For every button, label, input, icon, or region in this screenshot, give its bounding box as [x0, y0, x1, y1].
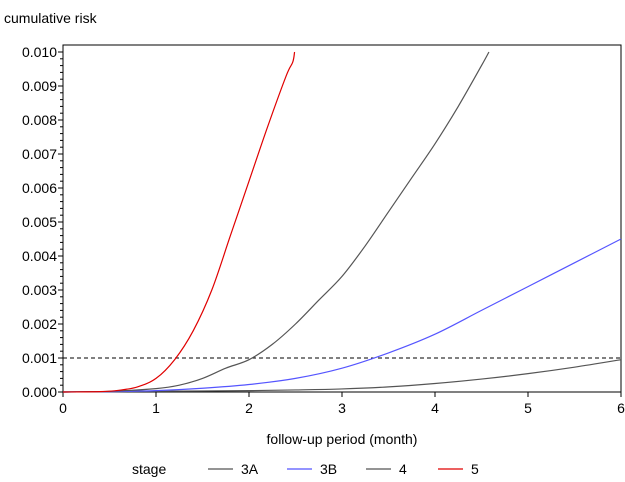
- y-axis-title: cumulative risk: [4, 10, 98, 26]
- x-tick-label: 4: [431, 400, 439, 416]
- legend-label-3A: 3A: [241, 461, 259, 477]
- y-tick-label: 0.009: [22, 78, 57, 94]
- plot-area: [62, 51, 622, 393]
- legend-title: stage: [132, 461, 166, 477]
- x-tick-label: 1: [152, 400, 160, 416]
- x-tick-label: 3: [338, 400, 346, 416]
- y-tick-label: 0.006: [22, 180, 57, 196]
- x-axis: 0 1 2 3 4 5 6: [59, 392, 625, 416]
- y-tick-label: 0.008: [22, 112, 57, 128]
- y-axis: 0.000 0.001 0.002 0.003 0.004 0.005 0.006 0.007…: [22, 44, 63, 400]
- x-tick-label: 6: [617, 400, 625, 416]
- y-tick-label: 0.002: [22, 316, 57, 332]
- y-tick-label: 0.001: [22, 350, 57, 366]
- legend-label-5: 5: [471, 461, 479, 477]
- series-line-5: [62, 51, 296, 393]
- y-tick-label: 0.000: [22, 384, 57, 400]
- y-tick-label: 0.007: [22, 146, 57, 162]
- x-axis-title: follow-up period (month): [267, 431, 418, 447]
- legend-label-3B: 3B: [320, 461, 337, 477]
- x-tick-label: 2: [245, 400, 253, 416]
- y-tick-label: 0.003: [22, 282, 57, 298]
- y-tick-label: 0.005: [22, 214, 57, 230]
- plot-frame: [62, 44, 622, 393]
- x-tick-label: 0: [59, 400, 67, 416]
- x-tick-label: 5: [524, 400, 532, 416]
- legend-label-4: 4: [399, 461, 407, 477]
- y-tick-label: 0.010: [22, 44, 57, 60]
- series-line-4: [62, 51, 490, 393]
- legend: stage 3A 3B 4 5: [132, 461, 479, 477]
- series-line-3A: [62, 359, 622, 393]
- series-line-3B: [62, 238, 622, 393]
- y-tick-label: 0.004: [22, 248, 57, 264]
